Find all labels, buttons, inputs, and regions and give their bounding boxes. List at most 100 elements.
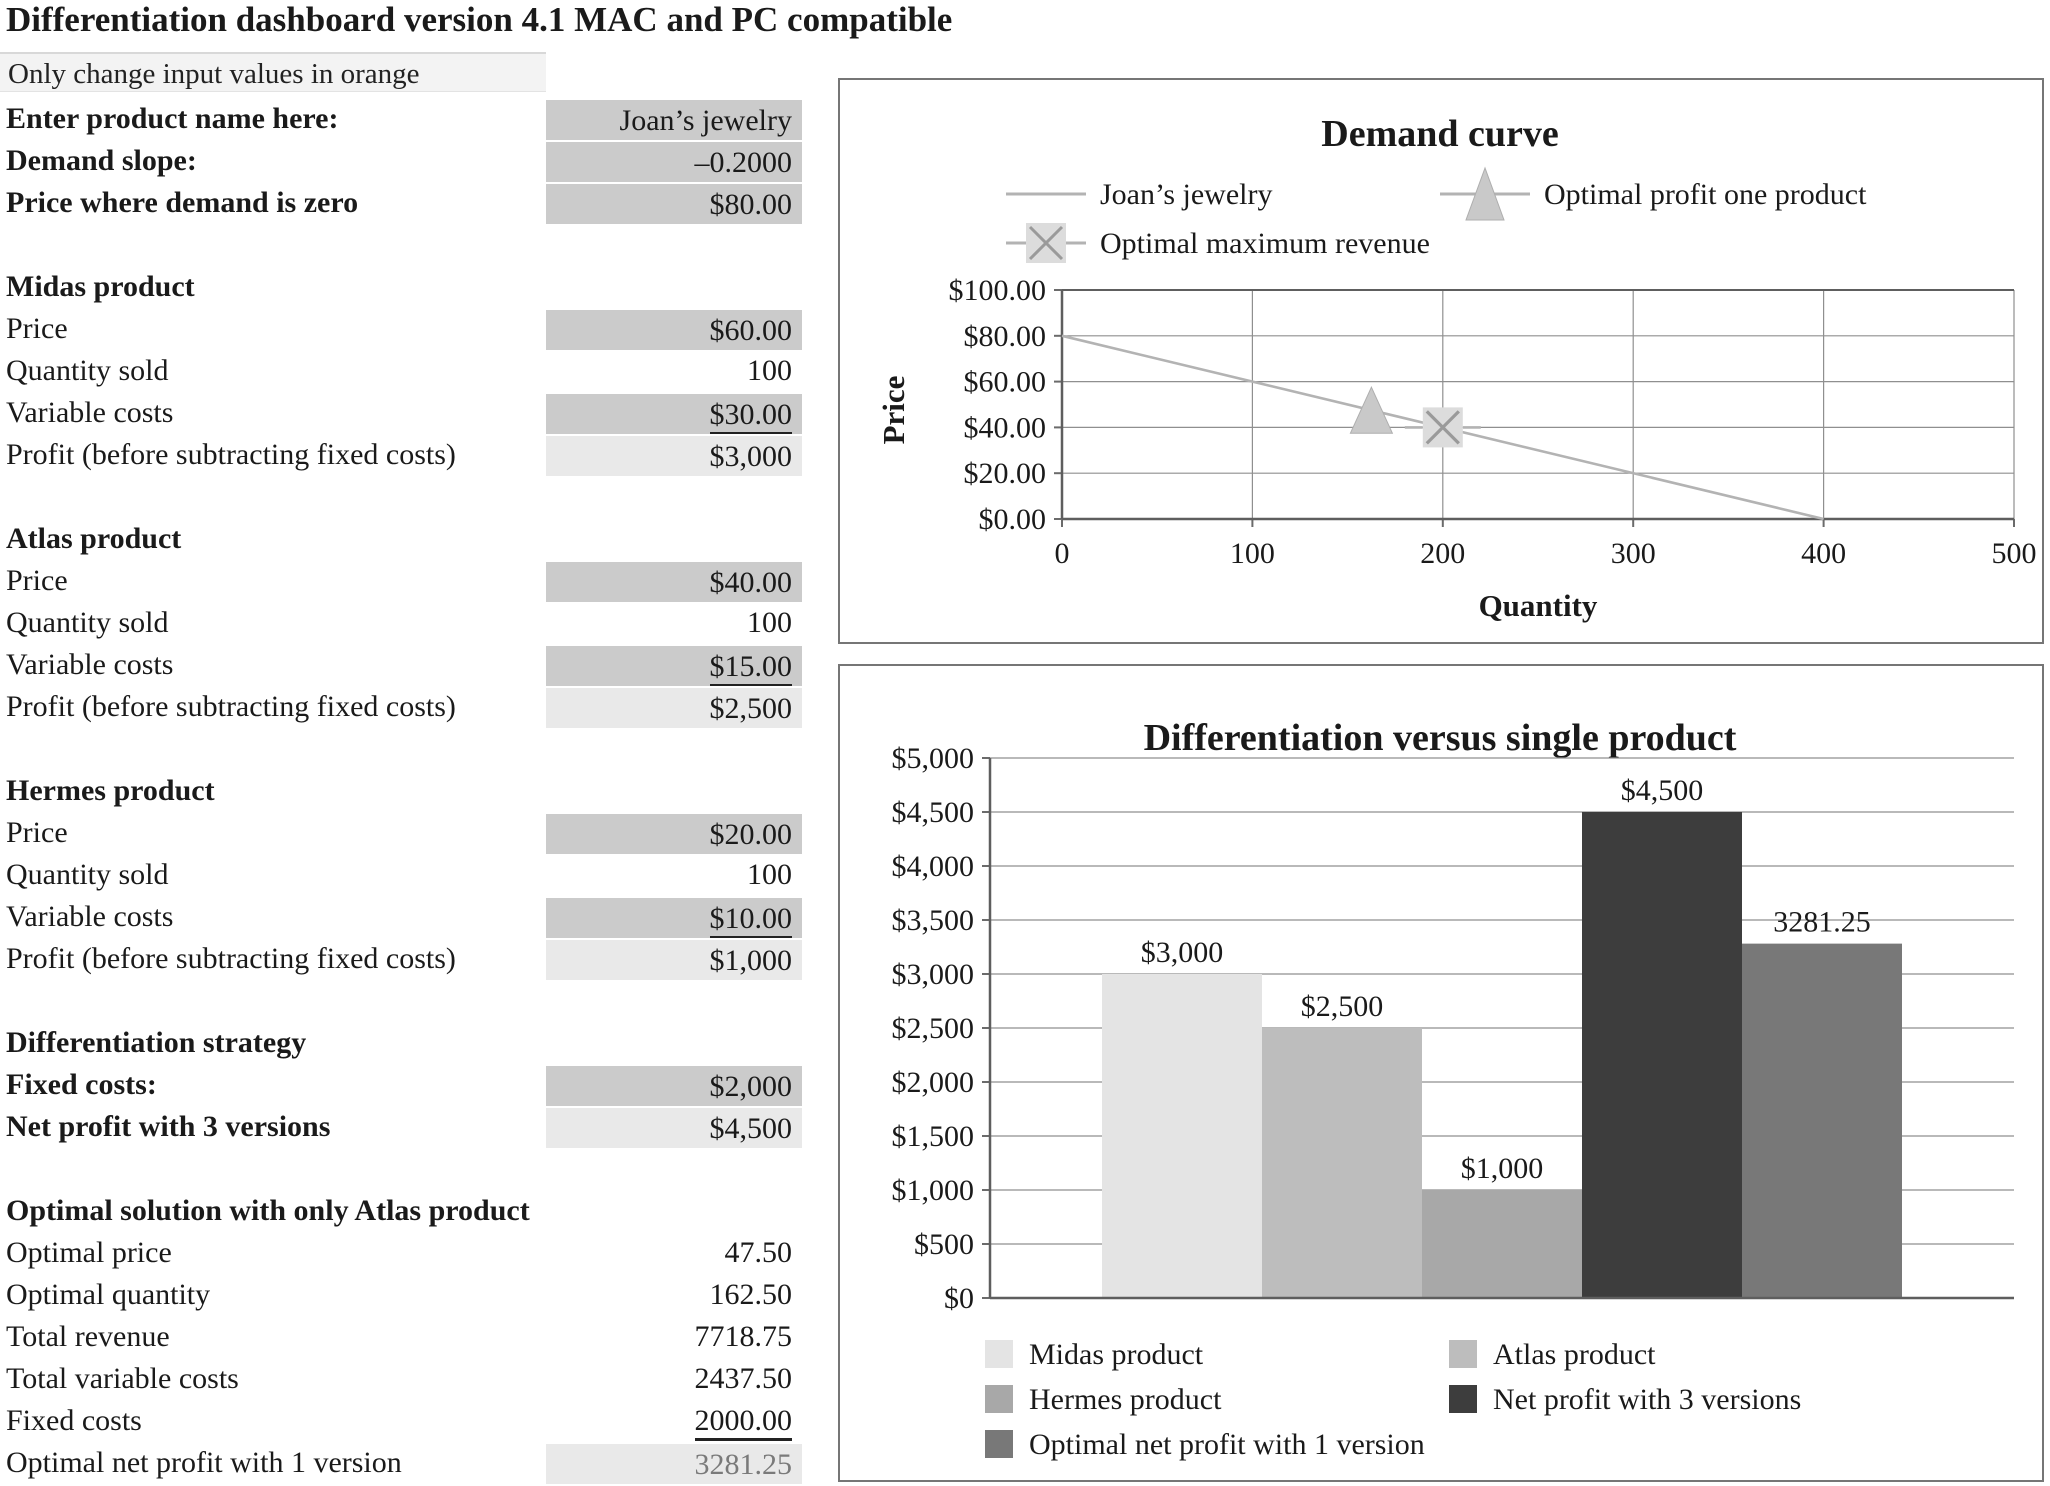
bar-value-label: $3,000	[1141, 936, 1224, 969]
value-text: $10.00	[709, 902, 792, 939]
bar	[1582, 812, 1742, 1298]
input-value-cell[interactable]: $80.00	[546, 182, 802, 224]
legend-label: Hermes product	[1029, 1383, 1222, 1416]
value-text: 7718.75	[694, 1320, 793, 1353]
input-value-cell[interactable]: $15.00	[546, 644, 802, 687]
data-row: Total revenue 7718.75	[0, 1316, 804, 1358]
row-label: Total variable costs	[6, 1362, 239, 1395]
section-header: Midas product	[6, 270, 195, 303]
y-tick-label: $3,000	[892, 958, 975, 991]
value-cell: 2000.00	[546, 1400, 802, 1442]
legend-swatch	[1449, 1340, 1477, 1368]
data-row: Price $20.00	[0, 812, 804, 854]
value-cell: 162.50	[546, 1274, 802, 1316]
value-text: $1,000	[709, 944, 793, 977]
data-row: Enter product name here: Joan’s jewelry	[0, 98, 804, 140]
value-text: $80.00	[709, 188, 793, 221]
value-text: $60.00	[709, 314, 793, 347]
data-row: Variable costs $30.00	[0, 392, 804, 435]
y-tick-label: $500	[914, 1228, 974, 1261]
value-cell: 7718.75	[546, 1316, 802, 1358]
y-tick-label: $2,000	[892, 1066, 975, 1099]
y-axis-title: Price	[876, 376, 911, 445]
data-row: Optimal price 47.50	[0, 1232, 804, 1274]
data-row: Profit (before subtracting fixed costs) $…	[0, 434, 804, 476]
input-value-cell[interactable]: –0.2000	[546, 140, 802, 182]
row-label: Price	[6, 816, 68, 849]
legend-label: Joan’s jewelry	[1100, 178, 1272, 211]
legend-label: Atlas product	[1493, 1338, 1656, 1371]
x-tick-label: 200	[1420, 537, 1465, 570]
value-text: 100	[747, 606, 792, 639]
bar-value-label: 3281.25	[1773, 906, 1871, 939]
value-text: $40.00	[709, 566, 793, 599]
x-tick-label: 500	[1992, 537, 2037, 570]
section-header-row: Optimal solution with only Atlas product	[0, 1190, 804, 1232]
value-text: $4,500	[709, 1112, 793, 1145]
row-label: Quantity sold	[6, 606, 169, 639]
row-label: Optimal quantity	[6, 1278, 211, 1311]
value-text: 3281.25	[694, 1448, 793, 1481]
value-cell: $4,500	[546, 1106, 802, 1148]
bar-value-label: $1,000	[1461, 1152, 1544, 1185]
left-panel: Enter product name here: Joan’s jewelry De…	[0, 98, 804, 1484]
row-label: Fixed costs	[6, 1404, 142, 1437]
value-text: $15.00	[709, 650, 792, 687]
value-text: $2,000	[709, 1070, 793, 1103]
row-label: Optimal price	[6, 1236, 172, 1269]
bar	[1422, 1190, 1582, 1298]
data-row: Net profit with 3 versions $4,500	[0, 1106, 804, 1148]
value-text: 162.50	[709, 1278, 793, 1311]
row-label: Profit (before subtracting fixed costs)	[6, 942, 456, 975]
x-axis-title: Quantity	[1479, 588, 1598, 623]
y-tick-label: $3,500	[892, 904, 975, 937]
row-label: Variable costs	[6, 900, 174, 933]
row-label: Enter product name here:	[6, 102, 339, 135]
legend-x-stroke	[1028, 225, 1064, 261]
value-cell: $2,500	[546, 686, 802, 728]
value-cell: $3,000	[546, 434, 802, 476]
value-cell: 3281.25	[546, 1442, 802, 1484]
input-value-cell[interactable]: $20.00	[546, 812, 802, 854]
value-text: 2437.50	[694, 1362, 793, 1395]
differentiation-bar-chart: Differentiation versus single product $0 $…	[838, 664, 2044, 1482]
data-row: Variable costs $10.00	[0, 896, 804, 939]
data-row: Price $60.00	[0, 308, 804, 350]
legend-triangle-icon	[1465, 166, 1505, 221]
data-row: Profit (before subtracting fixed costs) $…	[0, 686, 804, 728]
value-cell: 100	[546, 854, 802, 896]
demand-curve-chart: Demand curve Joan’s jewelry Optimal profit…	[838, 78, 2044, 644]
section-header-row: Hermes product	[0, 770, 804, 812]
data-row: Quantity sold 100	[0, 350, 804, 392]
optimal-profit-triangle-marker	[1349, 386, 1394, 434]
section-header-row: Differentiation strategy	[0, 1022, 804, 1064]
chart-title: Demand curve	[1321, 113, 1558, 155]
section-header: Differentiation strategy	[6, 1026, 307, 1059]
marker-x-stroke	[1425, 410, 1460, 445]
row-label: Quantity sold	[6, 354, 169, 387]
input-value-cell[interactable]: Joan’s jewelry	[546, 98, 802, 140]
data-row: Price $40.00	[0, 560, 804, 602]
input-value-cell[interactable]: $40.00	[546, 560, 802, 602]
demand-curve-svg: Demand curve Joan’s jewelry Optimal profit…	[876, 113, 2037, 623]
bar-value-label: $4,500	[1621, 774, 1704, 807]
bar-value-label: $2,500	[1301, 990, 1384, 1023]
row-label: Quantity sold	[6, 858, 169, 891]
y-tick-label: $5,000	[892, 742, 975, 775]
bar	[1102, 974, 1262, 1298]
legend-swatch	[985, 1340, 1013, 1368]
row-label: Net profit with 3 versions	[6, 1110, 331, 1143]
row-label: Price where demand is zero	[6, 186, 359, 219]
chart-title: Differentiation versus single product	[1144, 717, 1737, 759]
x-tick-label: 100	[1230, 537, 1275, 570]
input-value-cell[interactable]: $60.00	[546, 308, 802, 350]
value-cell: 100	[546, 602, 802, 644]
y-tick-label: $60.00	[964, 366, 1047, 399]
data-row: Fixed costs 2000.00	[0, 1400, 804, 1442]
input-value-cell[interactable]: $30.00	[546, 392, 802, 435]
data-row: Optimal quantity 162.50	[0, 1274, 804, 1316]
row-label: Variable costs	[6, 396, 174, 429]
bar	[1742, 943, 1902, 1298]
input-value-cell[interactable]: $10.00	[546, 896, 802, 939]
input-value-cell[interactable]: $2,000	[546, 1064, 802, 1106]
